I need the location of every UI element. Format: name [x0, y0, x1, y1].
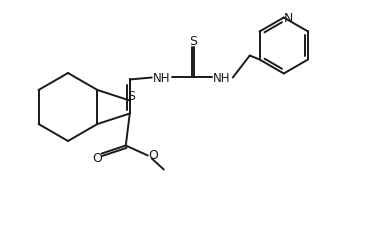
Text: S: S [127, 90, 135, 103]
Text: O: O [92, 151, 102, 164]
Text: S: S [189, 35, 197, 48]
Text: N: N [284, 12, 293, 25]
Text: NH: NH [213, 72, 230, 85]
Text: O: O [148, 148, 158, 161]
Text: NH: NH [153, 72, 170, 85]
